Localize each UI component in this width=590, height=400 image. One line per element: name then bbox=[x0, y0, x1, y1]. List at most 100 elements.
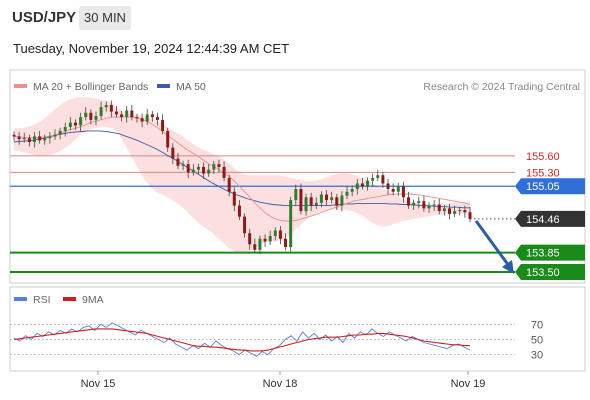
candle-body bbox=[212, 164, 216, 170]
candle-body bbox=[161, 119, 165, 131]
candle-body bbox=[366, 180, 370, 187]
candle-body bbox=[130, 110, 134, 118]
candle-body bbox=[284, 238, 288, 248]
candle-body bbox=[38, 136, 42, 141]
candle-body bbox=[258, 238, 262, 250]
candle-body bbox=[22, 138, 26, 140]
candle-body bbox=[84, 112, 88, 118]
candle-body bbox=[376, 175, 380, 178]
level-label-155.05: 155.05 bbox=[526, 181, 560, 193]
ma9-legend-swatch bbox=[63, 297, 76, 301]
candle-body bbox=[12, 134, 16, 137]
level-tag-155.05 bbox=[515, 178, 585, 195]
candle-body bbox=[120, 114, 124, 118]
candle-body bbox=[166, 130, 170, 148]
candle-body bbox=[181, 164, 185, 166]
candle-body bbox=[27, 138, 31, 142]
level-label-153.85: 153.85 bbox=[526, 248, 560, 260]
candle-body bbox=[186, 164, 190, 173]
candle-body bbox=[360, 183, 364, 187]
candle-body bbox=[248, 233, 252, 245]
candle-body bbox=[89, 112, 93, 120]
candle-body bbox=[437, 204, 441, 212]
projection-arrow bbox=[474, 219, 511, 267]
candle-body bbox=[335, 197, 339, 206]
ma50-legend-label: MA 50 bbox=[176, 81, 206, 93]
candle-body bbox=[458, 210, 462, 212]
level-tag-153.85 bbox=[515, 244, 585, 261]
candle-body bbox=[73, 122, 77, 126]
candle-body bbox=[243, 216, 247, 234]
ma20-legend-swatch bbox=[14, 84, 27, 88]
candle-body bbox=[114, 111, 118, 115]
rsi-tick-50: 50 bbox=[531, 335, 543, 347]
level-label-153.50: 153.50 bbox=[526, 267, 560, 279]
candle-body bbox=[104, 104, 108, 108]
candle-body bbox=[309, 197, 313, 206]
level-label-155.60: 155.60 bbox=[526, 151, 560, 163]
candle-body bbox=[237, 205, 241, 217]
candle-body bbox=[325, 194, 329, 201]
rsi-panel-frame bbox=[9, 286, 586, 372]
candle-body bbox=[191, 169, 195, 173]
candle-body bbox=[155, 117, 159, 120]
candle-body bbox=[427, 205, 431, 209]
symbol-title: USD/JPY bbox=[12, 9, 77, 26]
candle-body bbox=[150, 114, 154, 118]
candle-body bbox=[253, 244, 257, 250]
candle-body bbox=[94, 116, 98, 120]
candle-body bbox=[401, 186, 405, 198]
candle-body bbox=[176, 158, 180, 166]
candle-body bbox=[304, 197, 308, 212]
level-label-154.46: 154.46 bbox=[526, 214, 560, 226]
ma20-legend-label: MA 20 + Bollinger Bands bbox=[33, 81, 148, 93]
candle-body bbox=[294, 189, 298, 201]
candle-body bbox=[109, 104, 113, 112]
candle-body bbox=[207, 169, 211, 174]
timestamp: Tuesday, November 19, 2024 12:44:39 AM C… bbox=[13, 41, 290, 56]
candle-body bbox=[145, 114, 149, 122]
level-tag-153.50 bbox=[515, 263, 585, 280]
rsi-tick-70: 70 bbox=[531, 319, 543, 331]
candle-body bbox=[202, 166, 206, 174]
candle-body bbox=[140, 118, 144, 122]
candle-body bbox=[196, 166, 200, 170]
candle-body bbox=[289, 200, 293, 248]
candle-body bbox=[53, 134, 57, 137]
x-tick-label: Nov 15 bbox=[81, 378, 116, 390]
candle-body bbox=[468, 212, 472, 219]
candle-body bbox=[417, 201, 421, 203]
candle-body bbox=[391, 189, 395, 192]
rsi-legend-swatch bbox=[14, 297, 27, 301]
candle-body bbox=[442, 208, 446, 212]
candle-body bbox=[125, 110, 129, 118]
candle-body bbox=[299, 189, 303, 212]
candle-body bbox=[463, 210, 467, 213]
timeframe-badge[interactable]: 30 MIN bbox=[79, 6, 131, 30]
candle-body bbox=[345, 191, 349, 196]
ma20-line bbox=[13, 116, 471, 222]
projection-arrowhead bbox=[502, 259, 514, 274]
ma50-line bbox=[13, 130, 470, 209]
candle-body bbox=[407, 197, 411, 206]
candle-body bbox=[222, 166, 226, 178]
candle-body bbox=[350, 189, 354, 192]
candle-body bbox=[422, 201, 426, 209]
candle-body bbox=[99, 107, 103, 117]
x-tick-label: Nov 18 bbox=[263, 378, 298, 390]
candle-body bbox=[355, 183, 359, 189]
candle-body bbox=[268, 236, 272, 242]
candle-body bbox=[171, 147, 175, 159]
candle-body bbox=[412, 202, 416, 206]
candle-body bbox=[432, 204, 436, 206]
candle-body bbox=[396, 186, 400, 192]
level-tag-154.46 bbox=[515, 210, 585, 227]
x-tick-label: Nov 19 bbox=[451, 378, 486, 390]
candle-body bbox=[48, 136, 52, 139]
candle-body bbox=[217, 164, 221, 167]
candle-body bbox=[453, 211, 457, 214]
ma50-legend-swatch bbox=[157, 84, 170, 88]
bollinger-band bbox=[14, 97, 470, 254]
ma9-line bbox=[13, 328, 470, 352]
candle-body bbox=[381, 175, 385, 184]
